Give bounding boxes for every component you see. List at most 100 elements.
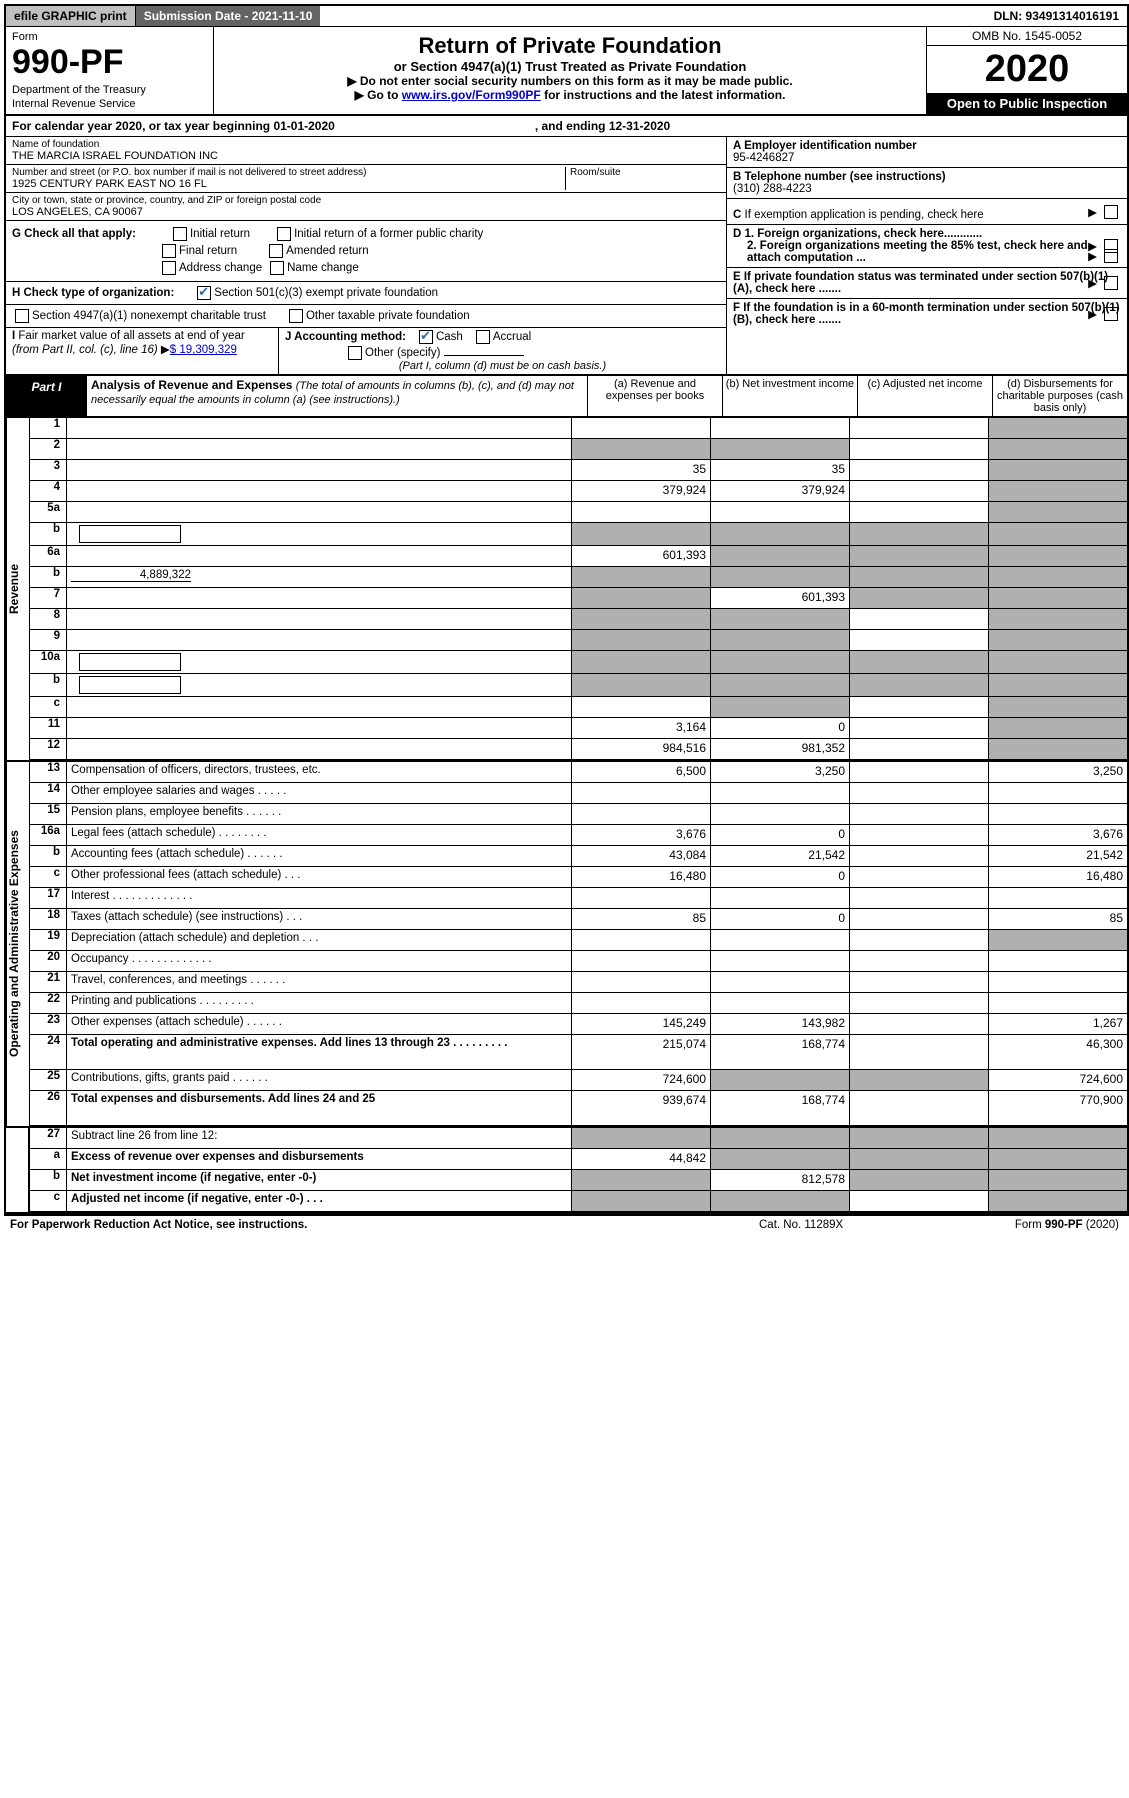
- table-row: bAccounting fees (attach schedule) . . .…: [30, 846, 1127, 867]
- value-cell: 85: [988, 909, 1127, 929]
- checkbox-amended[interactable]: [269, 244, 283, 258]
- checkbox-cash[interactable]: [419, 330, 433, 344]
- line-number: 11: [30, 718, 67, 738]
- value-cell: [849, 630, 988, 650]
- line-number: 14: [30, 783, 67, 803]
- checkbox-f[interactable]: [1104, 307, 1118, 321]
- line-number: b: [30, 523, 67, 545]
- table-row: 17Interest . . . . . . . . . . . . .: [30, 888, 1127, 909]
- line-number: 16a: [30, 825, 67, 845]
- value-cell: [849, 804, 988, 824]
- street-address: 1925 CENTURY PARK EAST NO 16 FL: [12, 178, 565, 190]
- line-number: 26: [30, 1091, 67, 1125]
- line-desc: [67, 697, 571, 717]
- line-desc: [67, 651, 571, 673]
- value-cell: [988, 1149, 1127, 1169]
- header-left: Form 990-PF Department of the Treasury I…: [6, 27, 214, 114]
- checkbox-accrual[interactable]: [476, 330, 490, 344]
- line-number: 24: [30, 1035, 67, 1069]
- ein: 95-4246827: [733, 152, 794, 164]
- col-d-header: (d) Disbursements for charitable purpose…: [992, 376, 1127, 416]
- value-cell: 16,480: [988, 867, 1127, 887]
- value-cell: [710, 418, 849, 438]
- value-cell: 0: [710, 718, 849, 738]
- line-number: 19: [30, 930, 67, 950]
- form-number: 990-PF: [12, 43, 207, 82]
- value-cell: [710, 783, 849, 803]
- col-c-header: (c) Adjusted net income: [857, 376, 992, 416]
- info-block: Name of foundation THE MARCIA ISRAEL FOU…: [6, 137, 1127, 374]
- value-cell: [710, 674, 849, 696]
- table-row: 19Depreciation (attach schedule) and dep…: [30, 930, 1127, 951]
- checkbox-501c3[interactable]: [197, 286, 211, 300]
- value-cell: [710, 1128, 849, 1148]
- value-cell: [849, 867, 988, 887]
- value-cell: [571, 1191, 710, 1211]
- value-cell: [571, 1128, 710, 1148]
- table-row: 27Subtract line 26 from line 12:: [30, 1128, 1127, 1149]
- value-cell: [710, 1191, 849, 1211]
- line-number: 7: [30, 588, 67, 608]
- value-cell: [571, 502, 710, 522]
- checkbox-c[interactable]: [1104, 205, 1118, 219]
- value-cell: [849, 1191, 988, 1211]
- table-row: 9: [30, 630, 1127, 651]
- value-cell: [571, 588, 710, 608]
- value-cell: [988, 697, 1127, 717]
- value-cell: [710, 972, 849, 992]
- form-container: efile GRAPHIC print Submission Date - 20…: [4, 4, 1129, 1216]
- value-cell: [849, 1128, 988, 1148]
- checkbox-initial-former[interactable]: [277, 227, 291, 241]
- line-number: 2: [30, 439, 67, 459]
- value-cell: 1,267: [988, 1014, 1127, 1034]
- checkbox-4947[interactable]: [15, 309, 29, 323]
- value-cell: [849, 718, 988, 738]
- checkbox-other-tax[interactable]: [289, 309, 303, 323]
- form-header: Form 990-PF Department of the Treasury I…: [6, 27, 1127, 116]
- value-cell: [988, 609, 1127, 629]
- line-number: c: [30, 697, 67, 717]
- value-cell: [849, 888, 988, 908]
- value-cell: [988, 972, 1127, 992]
- value-cell: 0: [710, 825, 849, 845]
- line-desc: Printing and publications . . . . . . . …: [67, 993, 571, 1013]
- checkbox-final[interactable]: [162, 244, 176, 258]
- value-cell: 85: [571, 909, 710, 929]
- checkbox-other-method[interactable]: [348, 346, 362, 360]
- checkbox-d2[interactable]: [1104, 249, 1118, 263]
- value-cell: [988, 502, 1127, 522]
- line-number: c: [30, 867, 67, 887]
- line-desc: [67, 546, 571, 566]
- table-row: 10a: [30, 651, 1127, 674]
- checkbox-name[interactable]: [270, 261, 284, 275]
- line-number: 13: [30, 762, 67, 782]
- line-desc: Depreciation (attach schedule) and deple…: [67, 930, 571, 950]
- value-cell: 770,900: [988, 1091, 1127, 1125]
- line-desc: Legal fees (attach schedule) . . . . . .…: [67, 825, 571, 845]
- value-cell: [988, 783, 1127, 803]
- header-center: Return of Private Foundation or Section …: [214, 27, 926, 114]
- value-cell: [849, 993, 988, 1013]
- value-cell: [571, 418, 710, 438]
- irs-link[interactable]: www.irs.gov/Form990PF: [402, 88, 541, 102]
- value-cell: [988, 993, 1127, 1013]
- checkbox-e[interactable]: [1104, 276, 1118, 290]
- table-row: cOther professional fees (attach schedul…: [30, 867, 1127, 888]
- part1-header: Part I Analysis of Revenue and Expenses …: [6, 374, 1127, 418]
- value-cell: [849, 909, 988, 929]
- info-right: A Employer identification number 95-4246…: [726, 137, 1127, 374]
- table-row: 5a: [30, 502, 1127, 523]
- value-cell: [988, 418, 1127, 438]
- checkbox-initial[interactable]: [173, 227, 187, 241]
- value-cell: [849, 1014, 988, 1034]
- value-cell: [571, 674, 710, 696]
- submission-date: Submission Date - 2021-11-10: [136, 6, 321, 26]
- value-cell: 3,250: [710, 762, 849, 782]
- value-cell: [710, 502, 849, 522]
- line-desc: [67, 502, 571, 522]
- value-cell: 143,982: [710, 1014, 849, 1034]
- checkbox-address[interactable]: [162, 261, 176, 275]
- value-cell: [849, 546, 988, 566]
- line-desc: Other employee salaries and wages . . . …: [67, 783, 571, 803]
- value-cell: [710, 523, 849, 545]
